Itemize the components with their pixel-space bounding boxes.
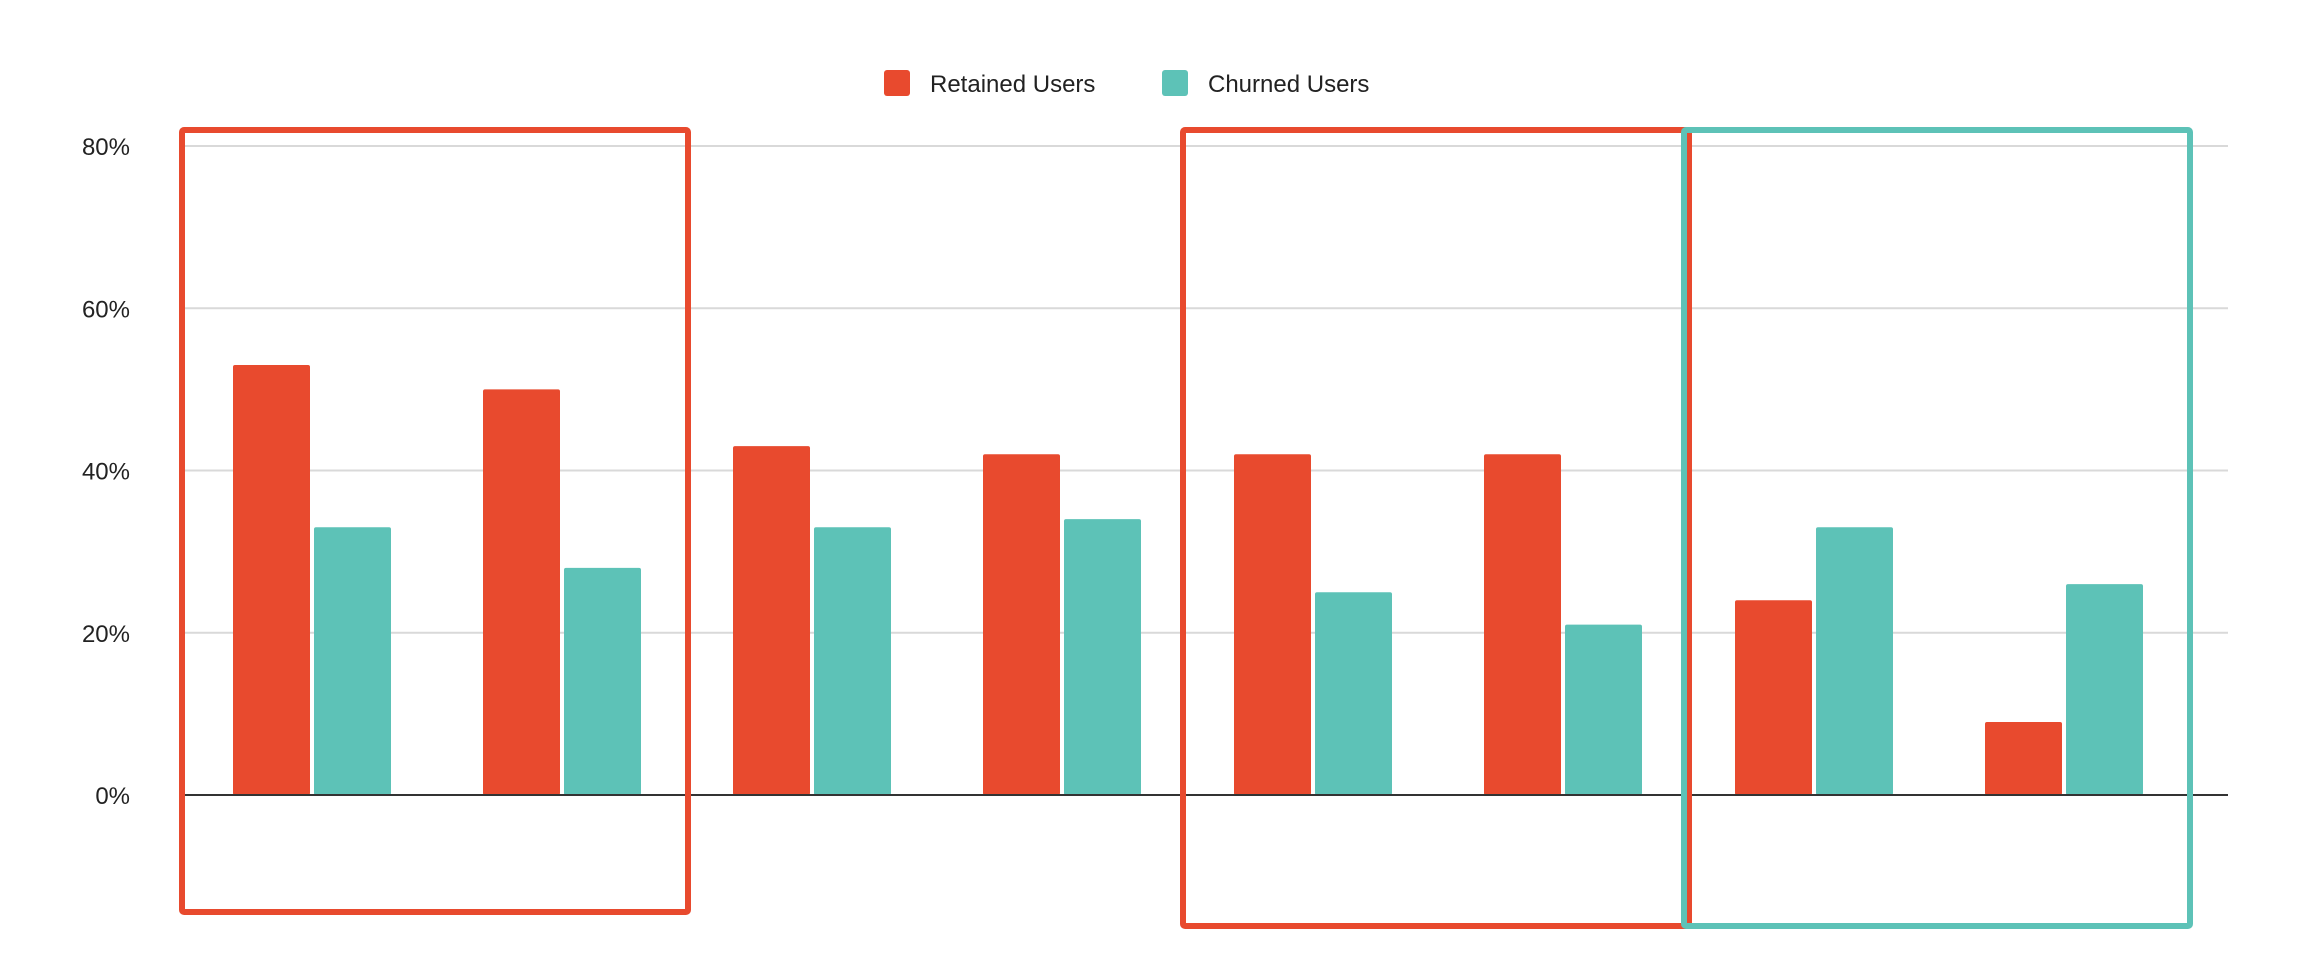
bar-retained-users xyxy=(1735,600,1812,795)
bar-churned-users xyxy=(1064,519,1141,795)
bar-retained-users xyxy=(1234,454,1311,795)
bar-churned-users xyxy=(2066,584,2143,795)
highlight-box xyxy=(1180,127,1692,929)
highlight-boxes xyxy=(179,127,2193,929)
y-tick-label: 20% xyxy=(82,621,130,648)
legend-label: Churned Users xyxy=(1208,71,1369,98)
legend-swatch xyxy=(1162,70,1188,96)
bar-retained-users xyxy=(483,389,560,795)
bars xyxy=(233,365,2143,795)
bar-retained-users xyxy=(1985,721,2062,795)
y-tick-label: 80% xyxy=(82,134,130,161)
bar-churned-users xyxy=(1816,527,1893,795)
y-tick-label: 60% xyxy=(82,296,130,323)
bar-churned-users xyxy=(564,567,641,795)
bar-churned-users xyxy=(1315,592,1392,795)
highlight-box xyxy=(1681,127,2193,929)
bar-retained-users xyxy=(983,454,1060,795)
legend-swatch xyxy=(884,70,910,96)
bar-retained-users xyxy=(1484,454,1561,795)
bar-churned-users xyxy=(314,527,391,795)
legend-label: Retained Users xyxy=(930,71,1095,98)
bar-churned-users xyxy=(814,527,891,795)
legend: Retained Users Churned Users xyxy=(884,70,1369,98)
bar-retained-users xyxy=(733,446,810,795)
y-tick-label: 40% xyxy=(82,459,130,486)
bar-retained-users xyxy=(233,365,310,795)
y-tick-label: 0% xyxy=(95,783,130,810)
axes: 0% 20% 40% 60% 80% xyxy=(82,134,2228,810)
highlight-box xyxy=(179,127,691,915)
bar-churned-users xyxy=(1565,624,1642,795)
